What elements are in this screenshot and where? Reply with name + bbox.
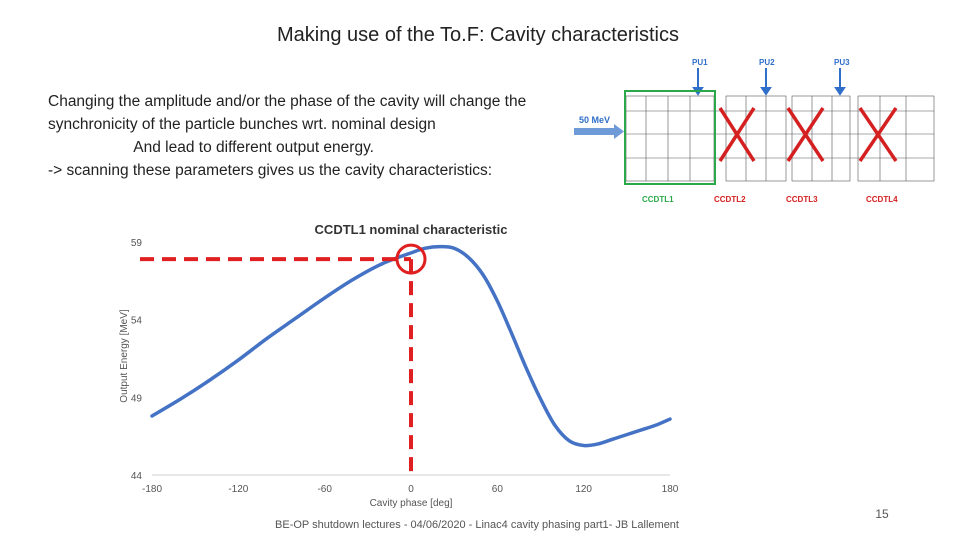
y-tick-label: 44 (131, 471, 143, 482)
y-tick-label: 54 (131, 316, 143, 327)
x-tick-label: 0 (408, 484, 414, 495)
slide-title: Making use of the To.F: Cavity character… (276, 24, 679, 46)
input-energy-label: 50 MeV (579, 115, 610, 125)
chart-title: CCDTL1 nominal characteristic (315, 222, 508, 237)
x-tick-label: 60 (492, 484, 504, 495)
beamline-diagram: PU1 PU2 PU3 50 MeV CCDTL1 CCDTL2 CCDTL3 … (574, 58, 935, 204)
cavity-label-1: CCDTL1 (642, 195, 674, 204)
cavity-label-3: CCDTL3 (786, 195, 818, 204)
pickup-label-3: PU3 (834, 58, 850, 67)
y-tick-label: 59 (131, 238, 143, 249)
cavity-label-2: CCDTL2 (714, 195, 746, 204)
cavity-label-4: CCDTL4 (866, 195, 898, 204)
page-number: 15 (875, 507, 889, 521)
y-tick-label: 49 (131, 393, 143, 404)
series-line (150, 244, 672, 448)
y-axis-label: Output Energy [MeV] (119, 309, 130, 403)
footer-text: BE-OP shutdown lectures - 04/06/2020 - L… (275, 519, 679, 531)
disabled-cavity-crosses (718, 107, 898, 162)
x-tick-label: 120 (575, 484, 592, 495)
x-tick-label: -60 (317, 484, 332, 495)
x-tick-label: -120 (228, 484, 248, 495)
x-tick-label: -180 (142, 484, 162, 495)
pickup-label-2: PU2 (759, 58, 775, 67)
pickup-label-1: PU1 (692, 58, 708, 67)
active-cavity-highlight (624, 90, 716, 185)
x-tick-label: 180 (662, 484, 679, 495)
slide-body-text: Changing the amplitude and/or the phase … (48, 93, 527, 179)
x-axis-label: Cavity phase [deg] (370, 498, 453, 509)
nominal-point-marker (395, 243, 427, 275)
